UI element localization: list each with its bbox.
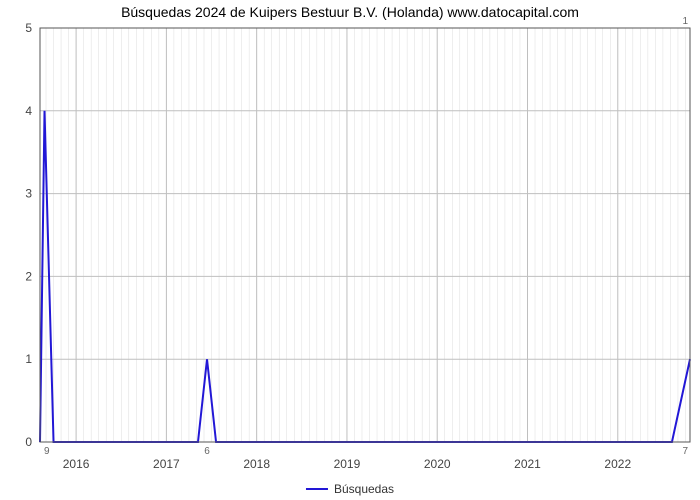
x-tick-label: 2022 bbox=[604, 457, 631, 471]
x-tick-label: 2016 bbox=[63, 457, 90, 471]
y-tick-label: 3 bbox=[25, 187, 32, 201]
x-tick-label: 2017 bbox=[153, 457, 180, 471]
small-label: 6 bbox=[204, 446, 210, 457]
x-tick-label: 2021 bbox=[514, 457, 541, 471]
chart-title: Búsquedas 2024 de Kuipers Bestuur B.V. (… bbox=[0, 4, 700, 20]
y-tick-label: 5 bbox=[25, 21, 32, 35]
legend-label: Búsquedas bbox=[334, 482, 394, 496]
y-tick-label: 1 bbox=[25, 352, 32, 366]
legend: Búsquedas bbox=[306, 482, 394, 496]
y-tick-label: 0 bbox=[25, 435, 32, 449]
chart-svg: 20162017201820192020202120220123451967 bbox=[0, 0, 700, 500]
y-tick-label: 4 bbox=[25, 104, 32, 118]
x-tick-label: 2020 bbox=[424, 457, 451, 471]
small-label: 9 bbox=[44, 446, 50, 457]
small-label: 7 bbox=[682, 446, 688, 457]
x-tick-label: 2019 bbox=[334, 457, 361, 471]
legend-swatch bbox=[306, 488, 328, 490]
x-tick-label: 2018 bbox=[243, 457, 270, 471]
y-tick-label: 2 bbox=[25, 269, 32, 283]
chart-container: Búsquedas 2024 de Kuipers Bestuur B.V. (… bbox=[0, 0, 700, 500]
